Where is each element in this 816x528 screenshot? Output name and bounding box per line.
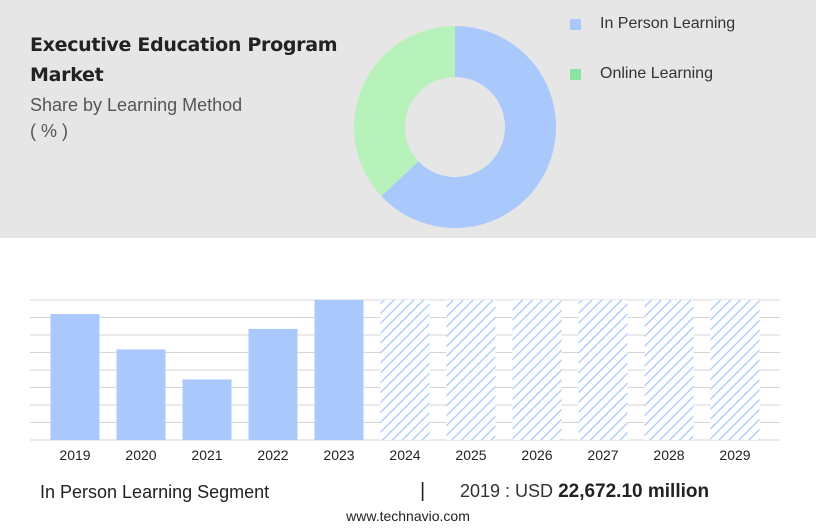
legend-swatch-online — [570, 68, 581, 80]
donut-chart — [354, 26, 556, 228]
legend-label-in-person: In Person Learning — [600, 15, 736, 32]
segment-label: In Person Learning Segment — [40, 482, 270, 502]
forecast-bar-2024 — [380, 300, 430, 440]
x-tick-label-2028: 2028 — [653, 447, 684, 463]
x-tick-label-2021: 2021 — [191, 447, 222, 463]
forecast-bar-2028 — [644, 300, 694, 440]
donut-slice-online-learning — [354, 26, 455, 197]
x-tick-label-2025: 2025 — [455, 447, 486, 463]
bar-2023 — [314, 300, 364, 440]
segment-year-label: 2019 : USD — [460, 481, 559, 501]
x-tick-label-2020: 2020 — [125, 447, 156, 463]
legend-swatch-in-person — [570, 18, 581, 30]
bar-2019 — [50, 314, 100, 440]
x-tick-label-2029: 2029 — [719, 447, 750, 463]
subtitle-line-1: Share by Learning Method — [30, 95, 243, 115]
forecast-bar-2026 — [512, 300, 562, 440]
footer-separator: | — [420, 480, 426, 502]
x-tick-label-2019: 2019 — [59, 447, 90, 463]
bar-2020 — [116, 349, 166, 440]
segment-value: 2019 : USD 22,672.10 million — [460, 481, 709, 503]
x-tick-label-2024: 2024 — [389, 447, 420, 463]
x-tick-label-2026: 2026 — [521, 447, 552, 463]
forecast-bar-2029 — [710, 300, 760, 440]
chart-subtitle: Share by Learning Method ( % ) — [30, 92, 242, 144]
source-credit: www.technavio.com — [346, 508, 470, 524]
bar-2022 — [248, 328, 298, 440]
subtitle-line-2: ( % ) — [30, 121, 68, 141]
segment-value-amount: 22,672.10 million — [558, 481, 710, 502]
donut-slice-in-person-learning — [381, 26, 556, 228]
x-axis-labels: 2019 2020 2021 2022 2023 2024 2025 2026 2027 2028… — [59, 447, 750, 463]
bar-chart — [50, 300, 760, 440]
bar-2021 — [182, 379, 232, 440]
legend-item-online: Online Learning — [570, 65, 713, 83]
x-tick-label-2027: 2027 — [587, 447, 618, 463]
chart-title: Executive Education Program Market — [30, 34, 338, 86]
legend-label-online: Online Learning — [600, 65, 713, 82]
forecast-bar-2025 — [446, 300, 496, 440]
legend-item-in-person: In Person Learning — [570, 15, 735, 33]
forecast-bar-2027 — [578, 300, 628, 440]
x-tick-label-2023: 2023 — [323, 447, 354, 463]
x-tick-label-2022: 2022 — [257, 447, 288, 463]
